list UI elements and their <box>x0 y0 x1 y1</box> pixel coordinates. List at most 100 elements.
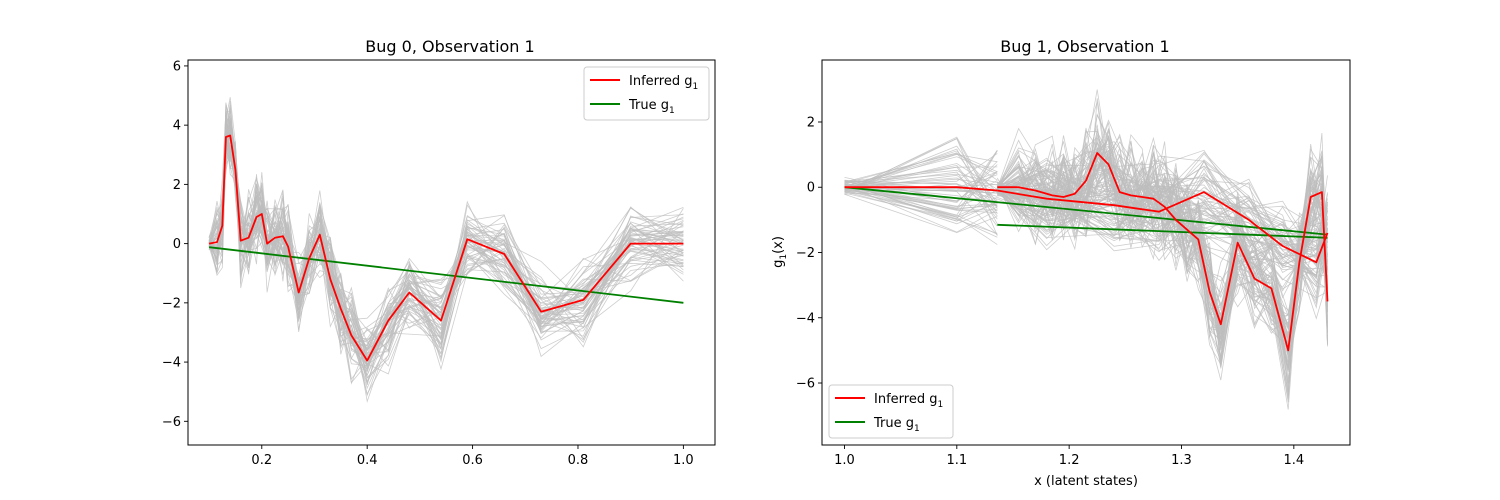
posterior-samples <box>844 89 1328 410</box>
y-tick-label: 0 <box>173 237 181 252</box>
posterior-sample-line <box>844 173 998 183</box>
x-tick: 1.0 <box>673 445 694 468</box>
posterior-sample-line <box>997 187 1328 270</box>
posterior-sample-line <box>997 141 1328 369</box>
posterior-sample-line <box>844 177 998 202</box>
y-tick: 2 <box>173 178 188 193</box>
posterior-sample-line <box>844 156 998 187</box>
y-tick: −4 <box>162 356 188 371</box>
y-tick-label: −4 <box>796 311 815 326</box>
y-axis-ticks: −6 −4 −2 0 2 4 6 <box>162 59 188 430</box>
y-tick-label: 4 <box>173 119 181 134</box>
posterior-sample-line <box>844 184 998 233</box>
x-tick: 0.2 <box>251 445 272 468</box>
x-tick: 0.8 <box>568 445 589 468</box>
posterior-sample-line <box>844 178 998 188</box>
x-tick: 1.0 <box>834 445 855 468</box>
y-tick: −4 <box>796 311 822 326</box>
x-tick-label: 1.0 <box>673 453 694 468</box>
y-tick-label: −4 <box>162 356 181 371</box>
posterior-sample-line <box>844 150 998 216</box>
legend-label-true: True g1 <box>873 416 920 434</box>
y-tick-label: 6 <box>173 59 181 74</box>
posterior-sample-line <box>844 186 998 225</box>
legend: Inferred g1 True g1 <box>828 384 954 439</box>
posterior-sample-line <box>844 171 998 189</box>
posterior-sample-line <box>997 143 1328 366</box>
x-tick-label: 0.6 <box>462 453 483 468</box>
posterior-sample-line <box>997 188 1328 258</box>
y-tick-label: −6 <box>162 415 181 430</box>
legend-label-true: True g1 <box>628 98 675 116</box>
y-tick-label: −2 <box>796 246 815 261</box>
posterior-sample-line <box>208 126 684 368</box>
x-tick: 1.3 <box>1171 445 1192 468</box>
posterior-sample-line <box>208 110 684 347</box>
posterior-sample-line <box>997 144 1328 323</box>
posterior-sample-line <box>844 189 998 209</box>
x-tick-label: 0.2 <box>251 453 272 468</box>
posterior-sample-line <box>997 153 1328 277</box>
chart-title: Bug 0, Observation 1 <box>365 37 534 56</box>
x-tick-label: 1.1 <box>946 453 967 468</box>
legend: Inferred g1 True g1 <box>583 66 710 121</box>
posterior-sample-line <box>997 151 1328 288</box>
posterior-sample-line <box>208 128 684 352</box>
posterior-sample-line <box>997 145 1328 329</box>
true-g1-line <box>997 223 1328 239</box>
legend-label-inferred: Inferred g1 <box>874 392 943 410</box>
x-tick: 1.2 <box>1059 445 1079 468</box>
posterior-sample-line <box>997 177 1328 295</box>
x-tick-label: 1.3 <box>1171 453 1192 468</box>
x-axis-ticks: 0.2 0.4 0.6 0.8 1.0 <box>251 445 694 468</box>
y-tick: 6 <box>173 59 188 74</box>
x-tick: 1.4 <box>1283 445 1304 468</box>
posterior-sample-line <box>844 193 998 234</box>
posterior-sample-line <box>997 167 1328 287</box>
x-tick: 0.4 <box>357 445 378 468</box>
y-tick-label: 0 <box>807 181 815 196</box>
y-tick: −6 <box>162 415 188 430</box>
y-axis-ticks: −6 −4 −2 0 2 <box>796 115 822 392</box>
legend-label-inferred: Inferred g1 <box>629 74 698 92</box>
posterior-sample-line <box>844 187 998 207</box>
x-axis-ticks: 1.0 1.1 1.2 1.3 1.4 <box>834 445 1304 468</box>
x-tick-label: 0.8 <box>568 453 589 468</box>
posterior-sample-line <box>996 147 1328 387</box>
y-tick: −2 <box>162 296 188 311</box>
posterior-sample-line <box>997 135 1328 384</box>
y-tick: 2 <box>807 115 822 130</box>
y-tick-label: 2 <box>173 178 181 193</box>
x-tick-label: 1.0 <box>834 453 855 468</box>
posterior-sample-line <box>844 184 998 210</box>
y-tick-label: 2 <box>807 115 815 130</box>
series-lines <box>844 152 1329 352</box>
x-tick-label: 1.4 <box>1283 453 1304 468</box>
inferred-g1-line <box>997 152 1329 352</box>
chart-title: Bug 1, Observation 1 <box>1000 37 1169 56</box>
posterior-sample-line <box>997 171 1328 227</box>
posterior-sample-line <box>844 171 998 227</box>
series-lines <box>208 134 684 362</box>
chart-bug0-obs1: Bug 0, Observation 1 0.2 0.4 0.6 0.8 1.0 −6−… <box>162 37 716 468</box>
y-tick-label: −2 <box>162 296 181 311</box>
true-g1-line <box>208 246 684 304</box>
y-tick: −2 <box>796 246 822 261</box>
posterior-sample-line <box>997 188 1328 283</box>
x-tick: 0.6 <box>462 445 483 468</box>
axes-frame <box>187 59 716 446</box>
posterior-sample-line <box>997 145 1328 370</box>
y-axis-label: g1(x) <box>771 236 789 268</box>
posterior-sample-line <box>997 156 1328 346</box>
posterior-sample-line <box>844 153 998 187</box>
inferred-g1-line <box>844 186 998 192</box>
x-tick: 1.1 <box>946 445 967 468</box>
true-g1-line <box>844 186 1328 236</box>
x-tick-label: 0.4 <box>357 453 378 468</box>
posterior-sample-line <box>997 178 1328 320</box>
y-tick: 0 <box>173 237 188 252</box>
y-tick: 0 <box>807 181 822 196</box>
y-tick: −6 <box>796 377 822 392</box>
posterior-samples <box>208 97 684 403</box>
